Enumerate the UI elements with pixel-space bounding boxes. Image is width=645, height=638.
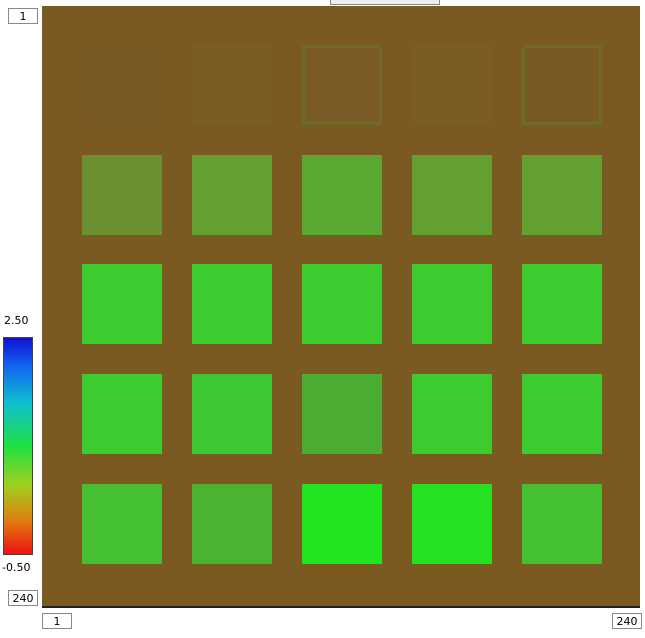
well [192,45,272,125]
well [82,155,162,235]
well [192,264,272,344]
heatmap-image [42,6,640,608]
well [412,484,492,564]
well [302,374,382,454]
well [302,264,382,344]
x-end-label: 240 [612,613,642,629]
well [302,155,382,235]
well [522,264,602,344]
tab[interactable] [330,0,440,5]
well [522,155,602,235]
y-start-label: 1 [8,8,38,24]
well [82,484,162,564]
well [192,155,272,235]
well [192,484,272,564]
colorbar-max: 2.50 [4,314,29,327]
well [82,264,162,344]
well [522,484,602,564]
y-end-label: 240 [8,590,38,606]
well [522,374,602,454]
well [192,374,272,454]
well [412,155,492,235]
well [82,45,162,125]
colorbar [3,337,33,555]
well [302,484,382,564]
x-start-label: 1 [42,613,72,629]
well [412,374,492,454]
well [302,45,382,125]
well [412,45,492,125]
well [522,45,602,125]
colorbar-min: -0.50 [2,561,31,574]
well [412,264,492,344]
well [82,374,162,454]
